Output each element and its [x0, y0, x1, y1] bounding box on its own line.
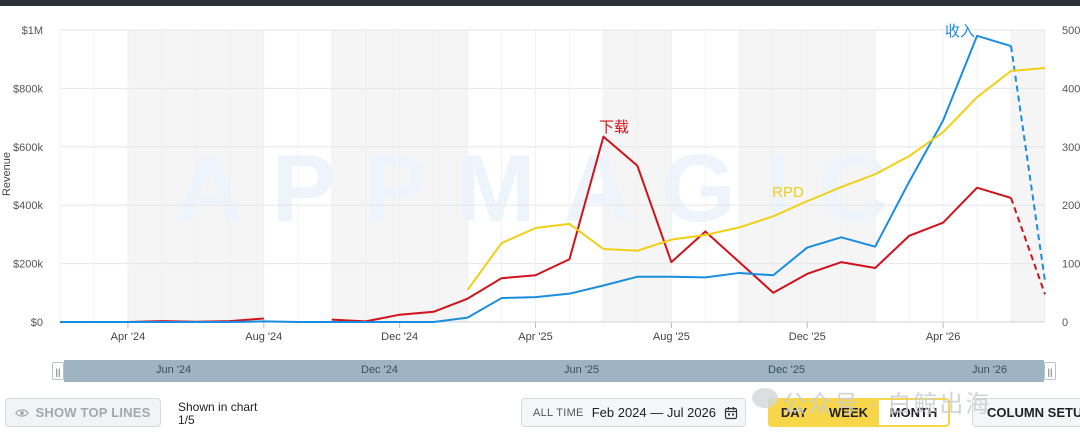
month-button[interactable]: MONTH — [877, 398, 950, 427]
shade-band — [603, 30, 638, 322]
y-axis-label: Revenue — [1, 152, 13, 196]
x-tick-label: Dec '24 — [381, 331, 418, 343]
revenue-chart: APPMAGIC $0 $200k $400k $600k $800k $1M 0 100 2… — [1, 23, 1080, 343]
shown-in-chart-count: 1/5 — [178, 413, 195, 427]
y-right-tick-label: 500 — [1062, 25, 1080, 37]
shade-band — [229, 30, 264, 322]
shown-in-chart-label: Shown in chart — [178, 400, 258, 414]
series-lines — [60, 34, 1046, 323]
shaded-bands — [127, 30, 1045, 322]
grid-lines — [59, 29, 1046, 323]
x-tick-label: Apr '26 — [926, 331, 961, 343]
shade-band — [637, 30, 672, 322]
date-range-picker[interactable]: ALL TIME Feb 2024 — Jul 2026 — [521, 398, 746, 427]
y-right-tick-label: 300 — [1062, 142, 1080, 154]
wechat-icon — [752, 388, 778, 408]
x-tick-label: Dec '25 — [789, 331, 826, 343]
show-top-lines-label: SHOW TOP LINES — [35, 405, 151, 420]
shade-band — [433, 30, 468, 322]
navigator-label: Jun '25 — [564, 364, 600, 376]
y-right-tick-label: 100 — [1062, 259, 1080, 271]
day-button[interactable]: DAY — [768, 398, 820, 427]
series-label: RPD — [772, 184, 804, 201]
x-tick-label: Apr '25 — [518, 331, 553, 343]
y-left-tick-label: $400k — [13, 200, 43, 212]
shade-band — [773, 30, 808, 322]
show-top-lines-button[interactable]: SHOW TOP LINES — [5, 398, 161, 427]
series-line — [466, 66, 1046, 291]
shade-band — [161, 30, 196, 322]
x-axis: Apr '24 Aug '24 Dec '24 Apr '25 Aug '25 Dec '… — [60, 321, 1045, 343]
date-range-value: Feb 2024 — Jul 2026 — [591, 405, 717, 420]
y-left-tick-label: $800k — [13, 83, 43, 95]
shown-in-chart: Shown in chart 1/5 — [178, 401, 257, 427]
chart-watermark: APPMAGIC — [174, 135, 915, 242]
week-button[interactable]: WEEK — [820, 398, 877, 427]
y-right-tick-label: 200 — [1062, 200, 1080, 212]
shade-band — [399, 30, 434, 322]
range-navigator[interactable]: || || Jun '24 Dec '24 Jun '25 Dec '25 Ju… — [52, 358, 1056, 384]
all-time-label: ALL TIME — [533, 406, 584, 419]
series-line — [331, 135, 1012, 323]
shade-band — [365, 30, 400, 322]
y-right-tick-label: 0 — [1062, 317, 1068, 329]
navigator-label: Jun '26 — [972, 364, 1008, 376]
y-left-tick-label: $200k — [13, 259, 43, 271]
x-tick-label: Apr '24 — [111, 331, 146, 343]
series-label: 下载 — [599, 119, 629, 136]
navigator-label: Jun '24 — [156, 364, 192, 376]
shade-band — [127, 30, 162, 322]
y-left-tick-label: $1M — [22, 25, 43, 37]
granularity-toggle: DAY WEEK MONTH — [768, 398, 950, 427]
shade-band — [807, 30, 842, 322]
series-line — [60, 34, 1012, 323]
shade-band — [331, 30, 366, 322]
column-setup-button[interactable]: COLUMN SETUP — [972, 398, 1080, 427]
y-right-tick-label: 400 — [1062, 83, 1080, 95]
shade-band — [195, 30, 230, 322]
navigator-label: Dec '24 — [361, 364, 398, 376]
navigator-track[interactable] — [64, 360, 1044, 382]
series-annotations: 下载 收入 RPD — [599, 23, 975, 201]
eye-icon — [15, 408, 30, 417]
y-left-tick-label: $600k — [13, 142, 43, 154]
y-left-tick-label: $0 — [31, 317, 43, 329]
top-bar — [0, 0, 1080, 6]
navigator-label: Dec '25 — [768, 364, 805, 376]
x-tick-label: Aug '25 — [653, 331, 690, 343]
x-tick-label: Aug '24 — [245, 331, 282, 343]
y-axis-right: 0 100 200 300 400 500 — [1062, 25, 1080, 329]
y-axis-left: $0 $200k $400k $600k $800k $1M — [13, 25, 43, 329]
social-watermark: 公众号 · 白鲸出海 — [782, 391, 992, 418]
series-projection — [1010, 197, 1046, 295]
navigator-right-handle[interactable]: || — [1044, 362, 1056, 380]
navigator-left-handle[interactable]: || — [52, 362, 64, 380]
series-label: 收入 — [945, 23, 975, 40]
calendar-icon — [724, 406, 738, 419]
